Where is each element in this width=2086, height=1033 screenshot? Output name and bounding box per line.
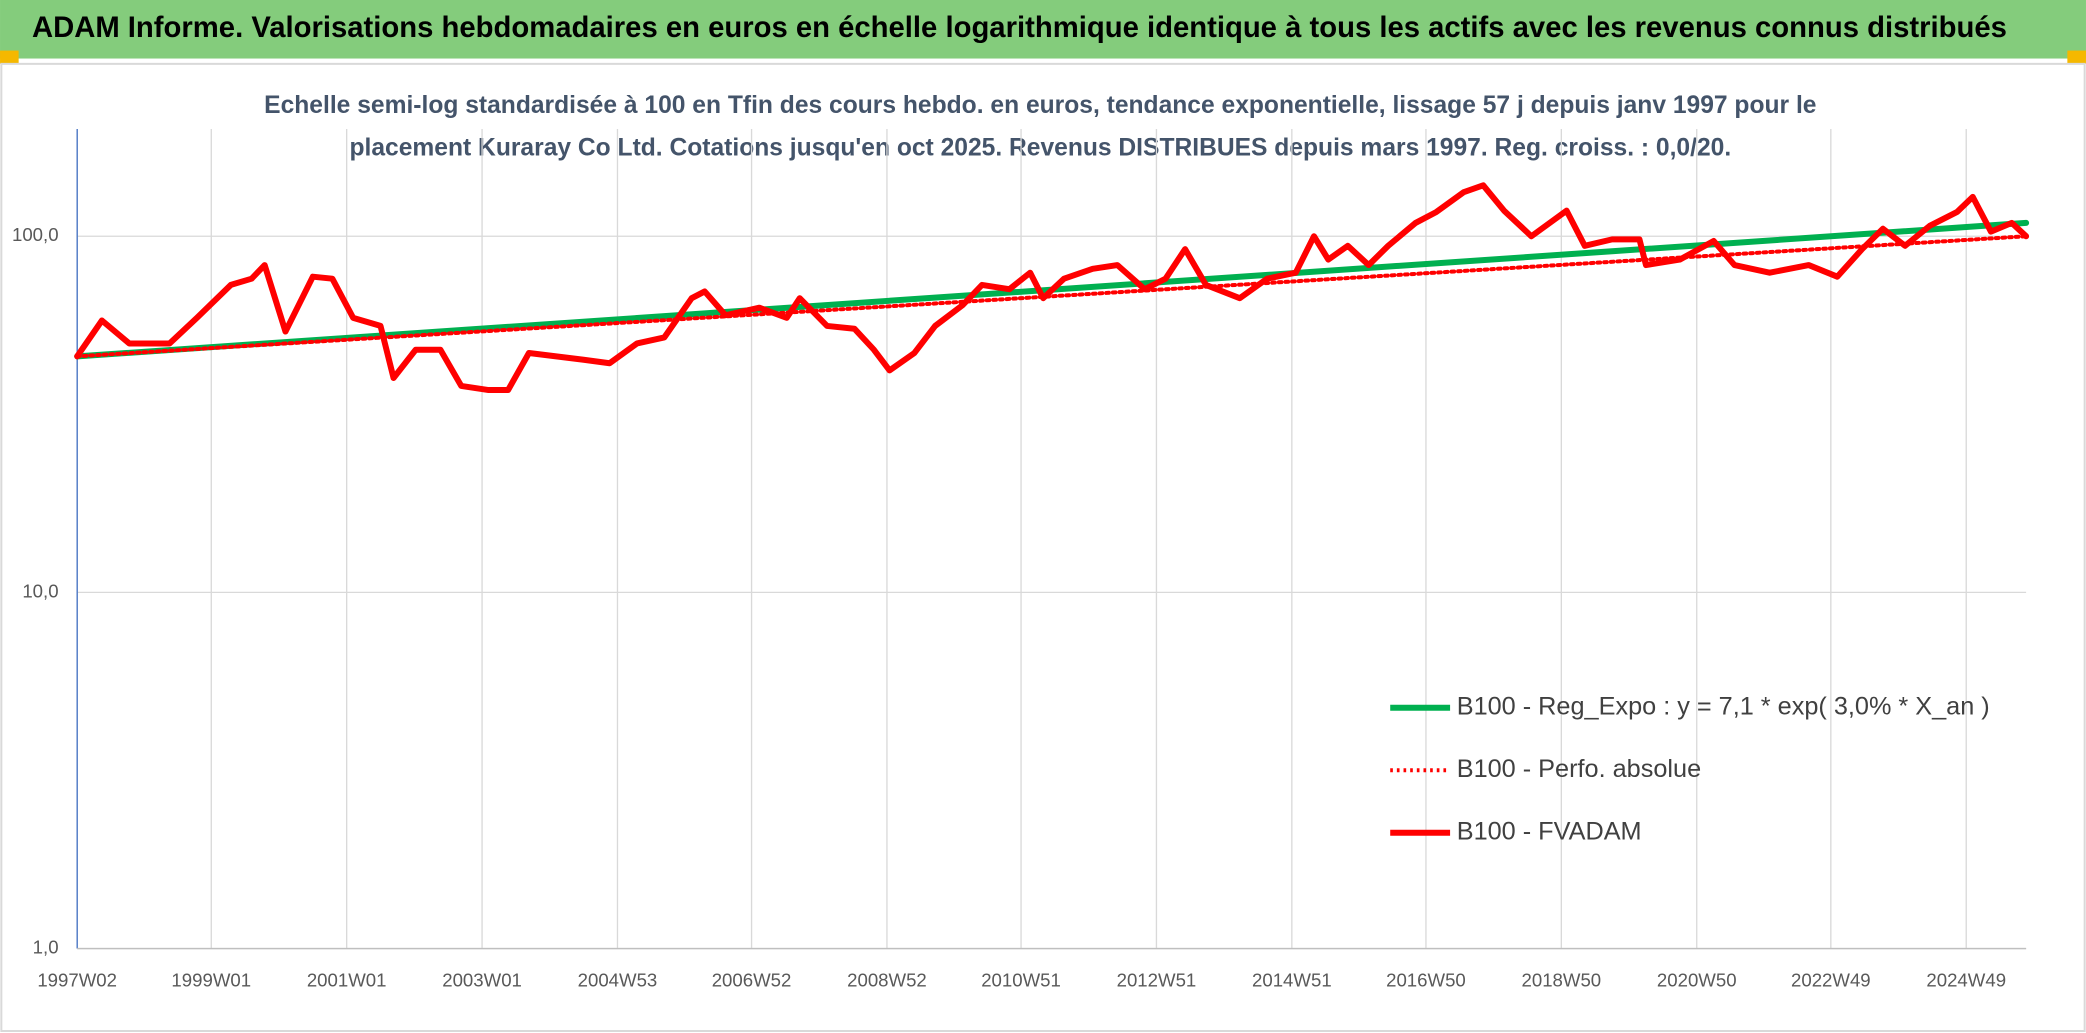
x-tick-label: 2003W01: [442, 970, 522, 991]
series-line: [74, 182, 2030, 394]
x-tick-label: 2014W51: [1252, 970, 1332, 991]
x-tick-label: 2001W01: [307, 970, 387, 991]
legend-label: B100 - Reg_Expo : y = 7,1 * exp( 3,0% * …: [1457, 692, 1990, 720]
x-tick-label: 2008W52: [847, 970, 927, 991]
corner-left: [0, 50, 19, 64]
y-tick-label: 1,0: [33, 936, 59, 957]
x-tick-label: 2012W51: [1117, 970, 1197, 991]
corner-right: [2067, 50, 2086, 64]
x-tick-label: 2016W50: [1386, 970, 1466, 991]
chart-title: Echelle semi-log standardisée à 100 en T…: [264, 92, 1816, 119]
legend-label: B100 - Perfo. absolue: [1457, 755, 1701, 783]
header-bar: [0, 0, 2086, 59]
x-tick-label: 2006W52: [712, 970, 792, 991]
x-tick-label: 2020W50: [1657, 970, 1737, 991]
frame: [0, 62, 2086, 1033]
series-line: [75, 234, 2029, 359]
x-tick-label: 1997W02: [37, 970, 117, 991]
x-tick-label: 2004W53: [578, 970, 658, 991]
header-title: ADAM Informe. Valorisations hebdomadaire…: [32, 12, 2007, 44]
plot: [74, 182, 2030, 394]
y-tick-label: 100,0: [12, 224, 59, 245]
legend: B100 - Reg_Expo : y = 7,1 * exp( 3,0% * …: [1390, 692, 1990, 845]
x-tick-label: 2022W49: [1791, 970, 1871, 991]
legend-label: B100 - FVADAM: [1457, 817, 1642, 845]
x-tick-label: 1999W01: [171, 970, 251, 991]
x-tick-label: 2010W51: [981, 970, 1061, 991]
x-tick-label: 2024W49: [1926, 970, 2006, 991]
chart-title: placement Kuraray Co Ltd. Cotations jusq…: [350, 134, 1732, 161]
grid: 1,0 10,0 100,0 1997W02 1999W01 2001W01 2003W01…: [12, 129, 2027, 991]
y-tick-label: 10,0: [22, 580, 58, 601]
x-tick-label: 2018W50: [1522, 970, 1602, 991]
